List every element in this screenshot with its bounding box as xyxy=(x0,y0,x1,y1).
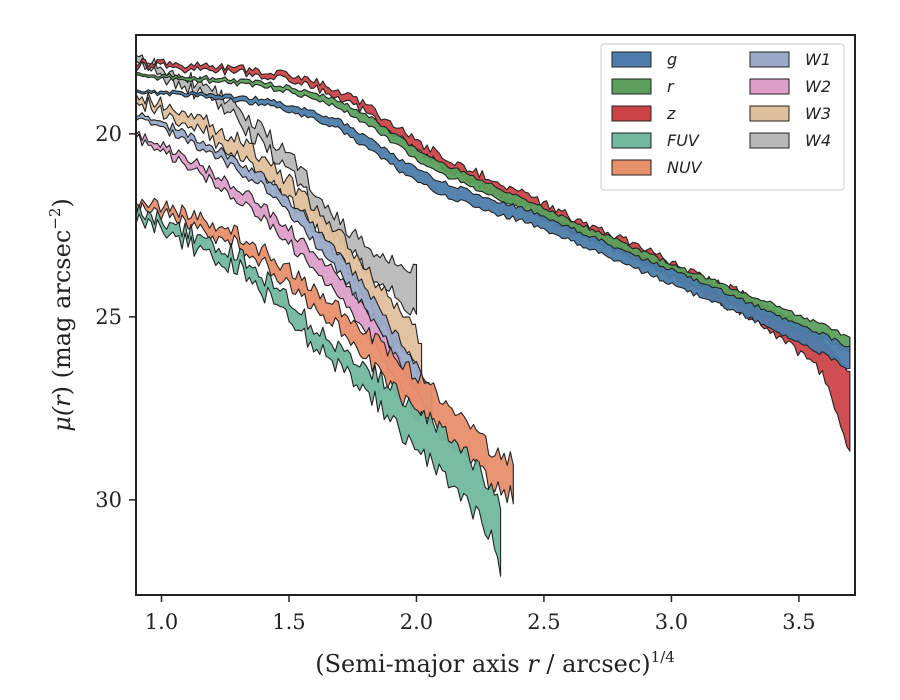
legend-swatch-w3 xyxy=(749,105,790,122)
legend-swatch-r xyxy=(611,78,652,95)
legend-swatch-fuv xyxy=(611,132,652,149)
legend-label-w4: W4 xyxy=(805,131,831,150)
legend: grz FUV NUV W1 W2 W3 W4 xyxy=(600,43,845,191)
legend-label-w3: W3 xyxy=(805,104,831,123)
legend-label-g: g xyxy=(667,50,677,69)
x-tick-label: 2.0 xyxy=(400,610,433,634)
legend-swatch-w2 xyxy=(749,78,790,95)
y-tick-label: 30 xyxy=(95,488,122,512)
band-nuv xyxy=(136,197,514,505)
axis-ticks: 1.0 1.5 2.0 2.5 3.0 3.5 20 25 30 xyxy=(95,122,815,634)
legend-label-w2: W2 xyxy=(805,77,831,96)
x-axis-label: (Semi-major axis r / arcsec)1/4 xyxy=(315,648,675,678)
x-tick-label: 1.0 xyxy=(145,610,178,634)
x-tick-label: 1.5 xyxy=(272,610,305,634)
legend-label-r: r xyxy=(667,77,675,96)
x-tick-label: 3.5 xyxy=(782,610,815,634)
legend-label-w1: W1 xyxy=(805,50,831,69)
plot-frame xyxy=(135,34,856,596)
series-bands xyxy=(136,54,851,577)
band-z xyxy=(136,58,851,452)
x-tick-label: 3.0 xyxy=(655,610,688,634)
legend-swatch-w1 xyxy=(749,51,790,68)
x-tick-label: 2.5 xyxy=(527,610,560,634)
legend-label-nuv: NUV xyxy=(667,158,703,177)
legend-swatch-g xyxy=(611,51,652,68)
legend-swatch-nuv xyxy=(611,159,652,176)
legend-label-z: z xyxy=(666,104,676,123)
y-axis-label: μ(r) (mag arcsec−2) xyxy=(46,198,76,432)
band-g xyxy=(136,88,851,370)
y-tick-label: 25 xyxy=(95,305,122,329)
legend-swatch-z xyxy=(611,105,652,122)
legend-label-fuv: FUV xyxy=(667,131,700,150)
legend-swatch-w4 xyxy=(749,132,790,149)
band-fuv xyxy=(136,204,502,577)
y-tick-label: 20 xyxy=(95,122,122,146)
